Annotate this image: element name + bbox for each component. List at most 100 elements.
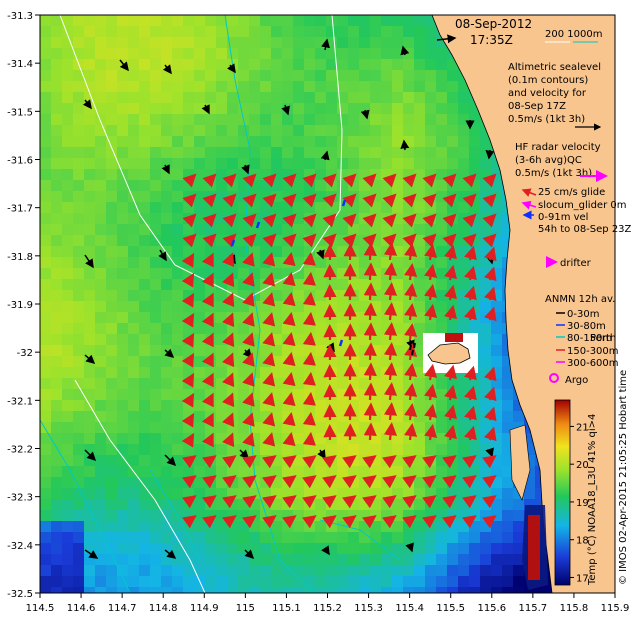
sst-cell: [469, 158, 480, 169]
sst-cell: [381, 59, 392, 70]
sst-cell: [139, 378, 150, 389]
sst-cell: [73, 81, 84, 92]
sst-cell: [249, 37, 260, 48]
sst-cell: [447, 92, 458, 103]
sst-cell: [480, 235, 491, 246]
sst-cell: [128, 235, 139, 246]
sst-cell: [337, 147, 348, 158]
sst-cell: [337, 576, 348, 587]
sst-cell: [414, 48, 425, 59]
sst-cell: [447, 532, 458, 543]
sst-cell: [370, 433, 381, 444]
sst-cell: [359, 279, 370, 290]
sst-cell: [117, 477, 128, 488]
sst-cell: [403, 444, 414, 455]
sst-cell: [271, 422, 282, 433]
sst-cell: [62, 301, 73, 312]
sst-cell: [227, 565, 238, 576]
sst-cell: [216, 202, 227, 213]
sst-cell: [238, 521, 249, 532]
sst-cell: [337, 378, 348, 389]
sst-cell: [315, 290, 326, 301]
sst-cell: [227, 136, 238, 147]
sst-cell: [73, 290, 84, 301]
sst-cell: [293, 125, 304, 136]
sst-cell: [348, 532, 359, 543]
sst-cell: [480, 356, 491, 367]
sst-cell: [161, 26, 172, 37]
sst-cell: [106, 312, 117, 323]
sst-cell: [293, 301, 304, 312]
sst-cell: [117, 125, 128, 136]
sst-cell: [370, 147, 381, 158]
sst-cell: [227, 301, 238, 312]
sst-cell: [84, 290, 95, 301]
sst-cell: [359, 389, 370, 400]
sst-cell: [216, 125, 227, 136]
sst-cell: [315, 15, 326, 26]
sst-cell: [51, 48, 62, 59]
sst-cell: [128, 521, 139, 532]
sst-cell: [436, 103, 447, 114]
sst-cell: [282, 48, 293, 59]
sst-cell: [293, 59, 304, 70]
sst-cell: [216, 37, 227, 48]
sst-cell: [480, 455, 491, 466]
sst-cell: [161, 576, 172, 587]
sst-cell: [260, 543, 271, 554]
sst-cell: [117, 114, 128, 125]
sst-cell: [139, 37, 150, 48]
sst-cell: [139, 180, 150, 191]
sst-cell: [271, 323, 282, 334]
sst-cell: [491, 356, 502, 367]
sst-cell: [480, 345, 491, 356]
sst-cell: [51, 510, 62, 521]
sst-cell: [117, 37, 128, 48]
sst-cell: [183, 554, 194, 565]
sst-cell: [403, 532, 414, 543]
sst-cell: [326, 191, 337, 202]
sst-cell: [348, 103, 359, 114]
sst-cell: [139, 543, 150, 554]
sst-cell: [172, 125, 183, 136]
sst-cell: [139, 224, 150, 235]
sst-cell: [436, 466, 447, 477]
sst-cell: [62, 202, 73, 213]
sst-cell: [227, 48, 238, 59]
sst-cell: [337, 279, 348, 290]
sst-cell: [40, 301, 51, 312]
sst-cell: [62, 114, 73, 125]
sst-cell: [172, 301, 183, 312]
sst-cell: [260, 356, 271, 367]
sst-cell: [304, 136, 315, 147]
sst-cell: [326, 279, 337, 290]
sst-cell: [447, 444, 458, 455]
sst-cell: [139, 169, 150, 180]
sst-cell: [117, 81, 128, 92]
sst-cell: [326, 356, 337, 367]
sst-cell: [282, 235, 293, 246]
sst-cell: [392, 444, 403, 455]
sst-cell: [172, 202, 183, 213]
sst-cell: [249, 158, 260, 169]
sst-cell: [414, 411, 425, 422]
hf-radar-arrow: [290, 254, 291, 260]
sst-cell: [150, 389, 161, 400]
sst-cell: [73, 191, 84, 202]
sst-cell: [172, 279, 183, 290]
sst-cell: [73, 367, 84, 378]
sst-cell: [337, 301, 348, 312]
sst-cell: [458, 246, 469, 257]
sst-cell: [227, 268, 238, 279]
sst-cell: [161, 191, 172, 202]
sst-cell: [315, 257, 326, 268]
sst-cell: [205, 323, 216, 334]
sst-cell: [40, 334, 51, 345]
sst-cell: [260, 213, 271, 224]
sst-cell: [304, 169, 315, 180]
sst-cell: [458, 576, 469, 587]
sst-cell: [238, 59, 249, 70]
sst-cell: [161, 444, 172, 455]
sst-cell: [73, 37, 84, 48]
sst-cell: [436, 235, 447, 246]
